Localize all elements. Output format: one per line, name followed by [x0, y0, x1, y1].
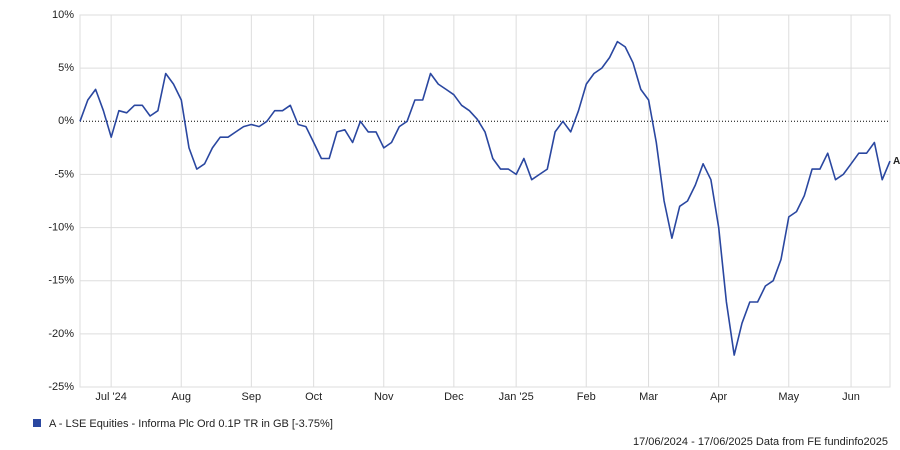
- x-tick-label: Aug: [171, 391, 191, 403]
- x-tick-label: Oct: [305, 391, 322, 403]
- x-tick-label: Sep: [242, 391, 262, 403]
- footer: 17/06/2024 - 17/06/2025 Data from FE fun…: [633, 436, 888, 448]
- x-tick-label: May: [778, 391, 799, 403]
- x-tick-label: Dec: [444, 391, 464, 403]
- x-tick-label: Nov: [374, 391, 394, 403]
- x-tick-label: Jan '25: [499, 391, 534, 403]
- y-tick-label: -20%: [48, 328, 74, 340]
- y-tick-label: -15%: [48, 275, 74, 287]
- y-tick-label: 10%: [52, 9, 74, 21]
- y-tick-label: 5%: [58, 62, 74, 74]
- x-tick-label: Feb: [577, 391, 596, 403]
- y-tick-label: -5%: [54, 168, 74, 180]
- y-tick-label: -10%: [48, 221, 74, 233]
- x-tick-label: Apr: [710, 391, 727, 403]
- x-tick-label: Mar: [639, 391, 658, 403]
- x-tick-label: Jul '24: [95, 391, 126, 403]
- series-line: [79, 40, 891, 356]
- y-tick-label: -25%: [48, 381, 74, 393]
- legend-swatch: [33, 419, 41, 427]
- x-tick-label: Jun: [842, 391, 860, 403]
- end-label: A: [893, 156, 900, 167]
- legend-label: A - LSE Equities - Informa Plc Ord 0.1P …: [49, 418, 333, 430]
- y-tick-label: 0%: [58, 115, 74, 127]
